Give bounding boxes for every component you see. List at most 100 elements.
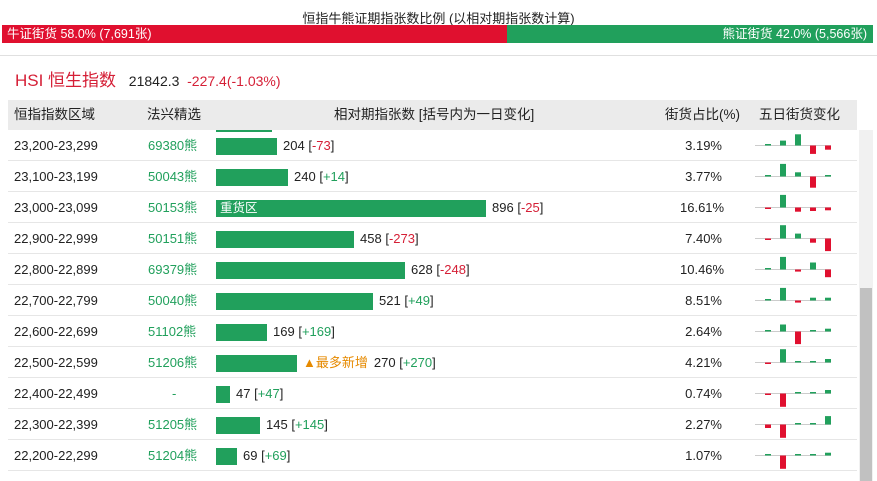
sparkline-bar xyxy=(810,207,816,211)
column-header-range: 恒指指数区域 xyxy=(14,107,95,122)
sparkline-bar xyxy=(780,349,786,363)
contracts-bar xyxy=(216,262,405,279)
sparkline-svg xyxy=(755,349,831,364)
share-cell: 7.40% xyxy=(685,231,722,246)
sparkline-bar xyxy=(765,330,771,332)
sparkline-bar xyxy=(765,175,771,177)
contracts-value: 240 [+14] xyxy=(294,169,349,184)
table-row: 22,400-22,499 - 47 [+47] 0.74% xyxy=(8,378,857,409)
share-cell: 2.27% xyxy=(685,417,722,432)
contracts-bar xyxy=(216,324,267,341)
warrant-code-link[interactable]: 51204熊 xyxy=(148,448,198,463)
sparkline-bar xyxy=(795,233,801,239)
contracts-value: 458 [-273] xyxy=(360,231,419,246)
contracts-value: ▲最多新增 270 [+270] xyxy=(303,355,436,370)
sparkline-bar xyxy=(795,134,801,146)
sparkline-svg xyxy=(755,287,831,303)
sparkline-bar xyxy=(810,262,816,270)
sparkline-bar xyxy=(780,256,786,270)
range-cell: 23,000-23,099 xyxy=(14,200,98,215)
warrant-code-link[interactable]: 50151熊 xyxy=(148,231,198,246)
sparkline-svg xyxy=(755,134,831,154)
sparkline-bar xyxy=(825,452,831,456)
sparkline-bar xyxy=(825,416,831,425)
partial-row-bar xyxy=(216,130,272,132)
sparkline-bar xyxy=(795,300,801,303)
daily-change: +47 xyxy=(257,386,280,401)
most-added-tag: ▲最多新增 xyxy=(303,355,368,370)
sparkline-bar xyxy=(795,269,801,272)
contracts-number: 240 xyxy=(294,169,316,184)
bull-ratio-segment[interactable]: 牛证街货 58.0% (7,691张) xyxy=(2,25,508,43)
table-header: 恒指指数区域 法兴精选 相对期指张数 [括号内为一日变化] 街货占比(%) 五日… xyxy=(8,100,857,130)
range-cell: 22,300-22,399 xyxy=(14,417,98,432)
warrant-code-link[interactable]: - xyxy=(172,386,177,401)
sparkline-bar xyxy=(825,207,831,211)
five-day-sparkline xyxy=(755,316,831,347)
sparkline-svg xyxy=(755,452,831,469)
range-cell: 22,500-22,599 xyxy=(14,355,98,370)
range-cell: 22,400-22,499 xyxy=(14,386,98,401)
sparkline-bar xyxy=(765,362,771,364)
contracts-number: 204 xyxy=(283,138,305,153)
sparkline-bar xyxy=(765,144,771,146)
daily-change: +49 xyxy=(407,293,430,308)
share-cell: 3.77% xyxy=(685,169,722,184)
sparkline-bar xyxy=(795,392,801,394)
warrant-code-link[interactable]: 51206熊 xyxy=(148,355,198,370)
daily-change: +69 xyxy=(264,448,287,463)
bear-ratio-segment[interactable]: 熊证街货 42.0% (5,566张) xyxy=(507,25,873,43)
share-cell: 4.21% xyxy=(685,355,722,370)
warrant-code-link[interactable]: 50153熊 xyxy=(148,200,198,215)
column-header-share: 街货占比(%) xyxy=(665,107,740,122)
five-day-sparkline xyxy=(755,223,831,254)
contracts-number: 896 xyxy=(492,200,514,215)
warrant-code-link[interactable]: 50043熊 xyxy=(148,169,198,184)
scrollbar[interactable] xyxy=(859,130,873,481)
column-header-five-day: 五日街货变化 xyxy=(759,107,840,122)
sparkline-bar xyxy=(810,238,816,243)
index-change: -227.4(-1.03%) xyxy=(187,73,281,89)
five-day-sparkline xyxy=(755,285,831,316)
index-name[interactable]: HSI 恒生指数 xyxy=(15,71,117,90)
table-row: 22,700-22,799 50040熊 521 [+49] 8.51% xyxy=(8,285,857,316)
table-row: 22,800-22,899 69379熊 628 [-248] 10.46% xyxy=(8,254,857,285)
contracts-value: 47 [+47] xyxy=(236,386,284,401)
daily-change: -273 xyxy=(388,231,415,246)
sparkline-bar xyxy=(810,330,816,332)
sparkline-bar xyxy=(765,393,771,395)
heavy-zone-label: 重货区 xyxy=(220,201,258,215)
warrant-code-link[interactable]: 51205熊 xyxy=(148,417,198,432)
warrant-code-link[interactable]: 51102熊 xyxy=(148,324,197,339)
sparkline-bar xyxy=(825,359,831,363)
contracts-value: 896 [-25] xyxy=(492,200,544,215)
five-day-sparkline xyxy=(755,378,831,409)
contracts-value: 69 [+69] xyxy=(243,448,291,463)
ratio-bar: 牛证街货 58.0% (7,691张) 熊证街货 42.0% (5,566张) xyxy=(2,25,873,43)
sparkline-bar xyxy=(825,238,831,252)
sparkline-svg xyxy=(755,225,831,252)
contracts-bar: 重货区 xyxy=(216,200,486,217)
sparkline-bar xyxy=(810,176,816,188)
warrant-code-link[interactable]: 69379熊 xyxy=(148,262,198,277)
daily-change: -25 xyxy=(520,200,540,215)
scrollbar-thumb[interactable] xyxy=(860,288,872,481)
warrant-code-link[interactable]: 50040熊 xyxy=(148,293,198,308)
range-cell: 23,200-23,299 xyxy=(14,138,98,153)
daily-change: -248 xyxy=(439,262,466,277)
range-cell: 22,700-22,799 xyxy=(14,293,98,308)
table-row: 22,500-22,599 51206熊 ▲最多新增 270 [+270] 4.21% xyxy=(8,347,857,378)
table-row: 22,200-22,299 51204熊 69 [+69] 1.07% xyxy=(8,440,857,471)
warrant-code-link[interactable]: 69380熊 xyxy=(148,138,198,153)
sparkline-bar xyxy=(825,390,831,394)
sparkline-bar xyxy=(765,238,771,240)
daily-change: +145 xyxy=(294,417,325,432)
contracts-value: 521 [+49] xyxy=(379,293,434,308)
contracts-bar xyxy=(216,417,260,434)
column-header-pick: 法兴精选 xyxy=(147,107,201,122)
five-day-sparkline xyxy=(755,192,831,223)
contracts-value: 169 [+169] xyxy=(273,324,335,339)
sparkline-bar xyxy=(825,145,831,150)
contracts-number: 169 xyxy=(273,324,295,339)
sparkline-bar xyxy=(795,361,801,363)
